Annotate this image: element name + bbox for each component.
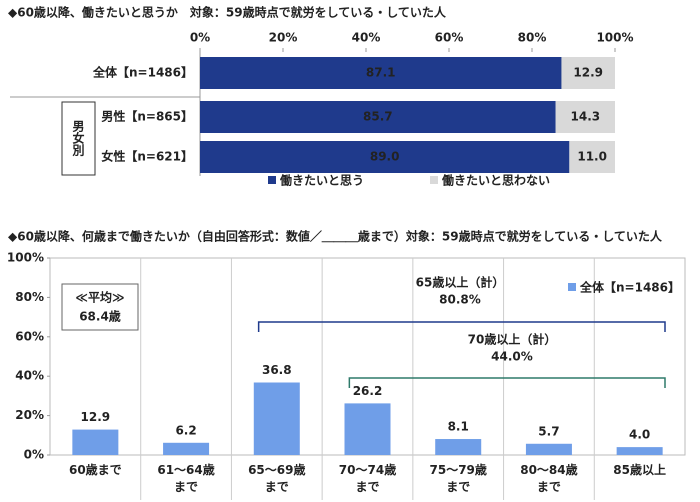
annotation-label: 65歳以上（計） — [416, 275, 505, 290]
value-label: 12.9 — [81, 410, 111, 424]
value-label: 11.0 — [577, 150, 607, 164]
bar-segment — [200, 57, 562, 89]
bar — [253, 382, 300, 455]
y-tick-label: 60% — [15, 329, 44, 343]
bar-segment — [200, 141, 570, 173]
value-label: 5.7 — [538, 424, 559, 438]
legend-swatch — [268, 176, 276, 184]
group-box — [61, 101, 96, 176]
bar-segment — [555, 101, 615, 133]
chart-title: ◆60歳以降、何歳まで働きたいか（自由回答形式：数値／＿＿＿歳まで）対象：59歳… — [8, 229, 663, 244]
y-tick-label: 80% — [15, 290, 44, 304]
legend-swatch — [430, 176, 438, 184]
x-tick-label: 65～69歳まで — [248, 463, 306, 494]
value-label: 85.7 — [363, 110, 393, 124]
value-label: 89.0 — [370, 150, 400, 164]
annotation-value: 44.0% — [491, 350, 533, 364]
annotation-value: 80.8% — [439, 293, 481, 307]
y-tick-label: 20% — [15, 408, 44, 422]
x-tick-label: 60歳まで — [68, 463, 122, 477]
y-tick-label: 0% — [24, 448, 44, 462]
x-tick-label: 40% — [352, 31, 381, 45]
average-value: 68.4歳 — [79, 309, 121, 324]
x-tick-label: 0% — [190, 31, 210, 45]
y-tick-label: 100% — [7, 251, 44, 265]
x-tick-label: 61～64歳まで — [157, 463, 215, 494]
average-label: ≪平均≫ — [75, 290, 124, 305]
group-label: 男女別 — [71, 120, 85, 157]
y-tick-label: 男性【n=865】 — [101, 109, 193, 124]
value-label: 8.1 — [448, 420, 469, 434]
y-tick-label: 40% — [15, 369, 44, 383]
bar-segment — [569, 141, 615, 173]
value-label: 36.8 — [262, 363, 292, 377]
average-box — [61, 283, 139, 331]
bar — [525, 443, 572, 455]
annotation-label: 70歳以上（計） — [468, 332, 557, 347]
bar — [163, 442, 210, 455]
bar — [344, 403, 391, 455]
value-label: 87.1 — [366, 66, 396, 80]
bar-segment — [561, 57, 615, 89]
x-tick-label: 70～74歳まで — [338, 463, 397, 494]
legend-swatch — [568, 283, 576, 291]
bar — [72, 429, 119, 455]
x-tick-label: 80% — [518, 31, 547, 45]
x-tick-label: 20% — [269, 31, 298, 45]
x-tick-label: 75～79歳まで — [429, 463, 487, 494]
bar-segment — [200, 101, 556, 133]
y-tick-label: 女性【n=621】 — [101, 149, 193, 164]
bracket — [348, 377, 666, 388]
bar — [616, 447, 663, 455]
legend-label: 働きたいと思う — [279, 173, 364, 188]
bracket — [257, 321, 666, 332]
value-label: 12.9 — [573, 66, 603, 80]
value-label: 6.2 — [175, 423, 196, 437]
legend-label: 働きたいと思わない — [441, 173, 550, 188]
chart-title: ◆60歳以降、働きたいと思うか 対象：59歳時点で就労をしている・していた人 — [8, 5, 447, 20]
legend-label: 全体【n=1486】 — [579, 280, 680, 295]
value-label: 14.3 — [571, 110, 601, 124]
x-tick-label: 100% — [596, 31, 633, 45]
bar — [435, 439, 482, 455]
value-label: 4.0 — [629, 428, 650, 442]
x-tick-label: 85歳以上 — [613, 463, 666, 477]
y-tick-label: 全体【n=1486】 — [92, 65, 193, 80]
value-label: 26.2 — [353, 384, 383, 398]
x-tick-label: 60% — [435, 31, 464, 45]
x-tick-label: 80～84歳まで — [520, 463, 578, 494]
